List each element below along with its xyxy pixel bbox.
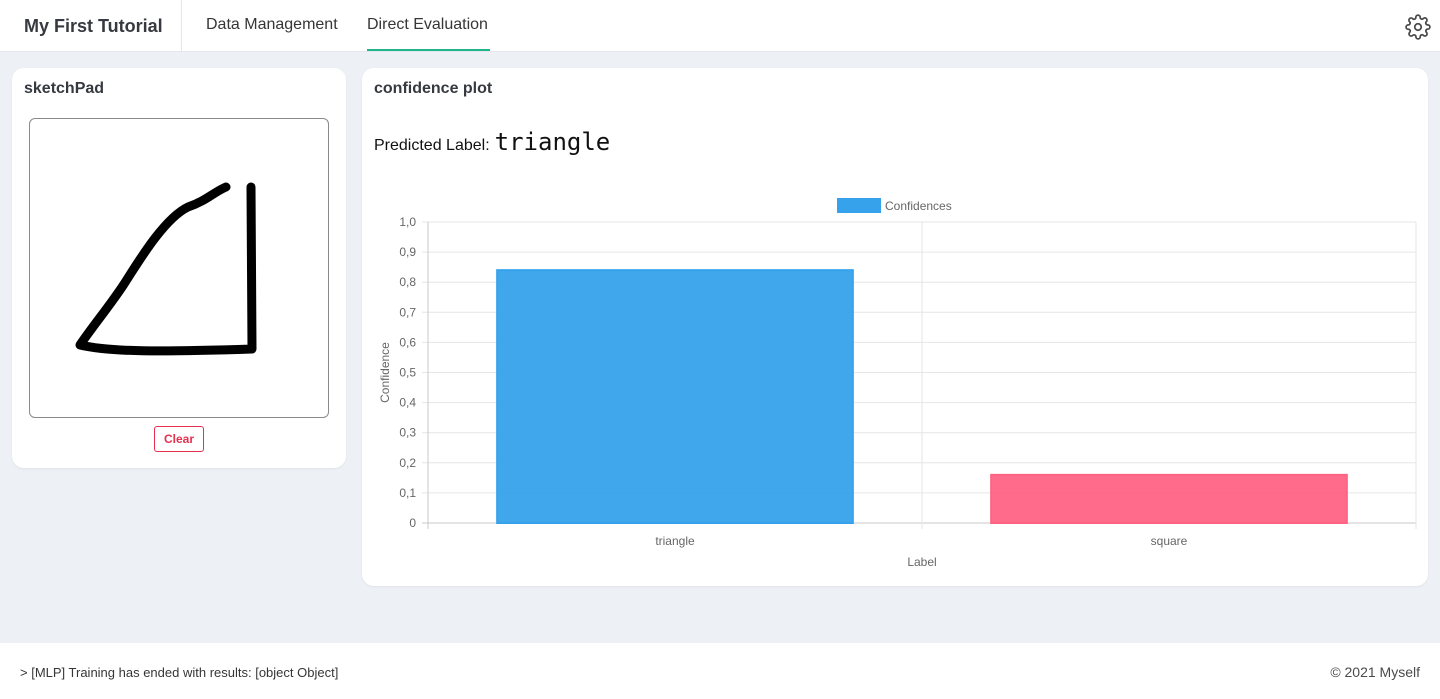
- sketch-canvas[interactable]: [29, 118, 329, 418]
- confidence-title: confidence plot: [374, 80, 493, 97]
- confidence-card: confidence plot Predicted Label: triangl…: [362, 68, 1428, 586]
- predicted-label-value: triangle: [494, 128, 611, 156]
- y-tick-label: 1,0: [399, 215, 416, 229]
- y-tick-label: 0,6: [399, 335, 416, 349]
- bar-triangle: [496, 269, 854, 524]
- y-tick-label: 0,4: [399, 396, 416, 410]
- copyright: © 2021 Myself: [1330, 664, 1420, 680]
- tab-direct-evaluation[interactable]: Direct Evaluation: [367, 16, 488, 33]
- header-divider: [181, 0, 182, 52]
- sketch-drawing: [75, 182, 257, 356]
- predicted-label: Predicted Label: triangle: [374, 128, 610, 156]
- active-tab-indicator: [367, 49, 490, 51]
- app-title: My First Tutorial: [24, 16, 163, 36]
- y-tick-label: 0,3: [399, 426, 416, 440]
- y-tick-label: 0,1: [399, 486, 416, 500]
- sketchpad-card: sketchPad Clear: [12, 68, 346, 468]
- status-message: > [MLP] Training has ended with results:…: [20, 665, 339, 680]
- legend-swatch: [837, 198, 881, 213]
- y-tick-label: 0: [409, 516, 416, 530]
- bar-square: [990, 473, 1348, 524]
- confidence-chart: 0 0,1 0,2 0,3 0,4 0,5 0,6 0,7 0,8 0,9 1,0 triangle s…: [378, 198, 1417, 569]
- y-tick-label: 0,7: [399, 305, 416, 319]
- y-tick-label: 0,5: [399, 366, 416, 380]
- x-tick-label: square: [1151, 534, 1188, 548]
- top-navbar: My First Tutorial Data Management Direct…: [0, 0, 1440, 52]
- y-tick-label: 0,8: [399, 275, 416, 289]
- settings-button[interactable]: [1405, 14, 1431, 40]
- tab-data-management[interactable]: Data Management: [206, 16, 338, 33]
- gear-icon: [1405, 14, 1431, 40]
- legend-label: Confidences: [885, 199, 952, 213]
- clear-button[interactable]: Clear: [154, 426, 204, 452]
- y-tick-label: 0,2: [399, 456, 416, 470]
- y-axis-label: Confidence: [378, 342, 392, 403]
- x-axis-label: Label: [907, 555, 936, 569]
- x-tick-label: triangle: [655, 534, 695, 548]
- predicted-label-prefix: Predicted Label:: [374, 137, 490, 154]
- footer: > [MLP] Training has ended with results:…: [0, 643, 1440, 699]
- sketchpad-title: sketchPad: [24, 80, 105, 97]
- y-tick-label: 0,9: [399, 245, 416, 259]
